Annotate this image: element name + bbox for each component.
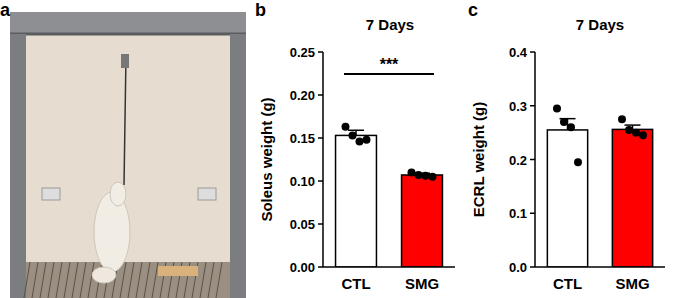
title: 7 Days [366,16,414,33]
panel-label: b [255,0,266,20]
y-tick-label: 0.0 [509,260,527,275]
x-tick-label: CTL [341,275,370,292]
marks [336,123,443,267]
data-point [422,172,430,180]
y-axis-label: ECRL weight (g) [470,102,487,218]
error-cap [348,130,364,132]
floor-grid [208,262,214,298]
y-tick-label: 0.4 [509,45,528,60]
cage-side [10,34,26,298]
y-tick-label: 0.05 [290,217,315,232]
x-tick-label: CTL [553,275,582,292]
cage-top [10,12,246,34]
rat-head [92,267,116,283]
y-tick-label: 0.25 [290,45,315,60]
data-point [618,115,626,123]
floor-grid [136,262,142,298]
significance-line [344,73,434,75]
bar [547,130,587,267]
floor-grid [128,262,134,298]
y-tick-label: 0.1 [509,206,527,221]
y-tick-label: 0.10 [290,174,315,189]
data-point [429,173,437,181]
cage-side [230,34,246,298]
floor-grid [200,262,206,298]
floor-grid [64,262,70,298]
y-axis [322,52,324,267]
data-point [639,131,647,139]
floor-grid [40,262,46,298]
cage-bar [10,33,246,36]
data-point [342,123,350,131]
data-point [567,123,575,131]
suspension-string [124,55,126,185]
rat-tail-base [110,182,126,206]
floor-grid [32,262,38,298]
data-point [625,126,633,134]
label-card [42,188,60,200]
data-point [408,168,416,176]
bar [336,135,377,267]
y-tick-label: 0.00 [290,260,315,275]
data-point [356,137,364,145]
data-point [560,118,568,126]
data-point [349,131,357,139]
error-cap [625,124,641,126]
y-axis-label: Soleus weight (g) [258,97,275,221]
cage-floor [26,262,230,298]
wood-block [158,266,198,276]
title: 7 Days [576,16,624,33]
x-axis [323,266,455,268]
hook [121,54,129,68]
floor-grid [144,262,150,298]
floor-grid [216,262,222,298]
floor-grid [152,262,158,298]
marks [547,104,652,267]
floor-grid [88,262,94,298]
x-tick-label: SMG [405,275,439,292]
x-tick-label: SMG [615,275,649,292]
chart: c 7 Days ECRL weight (g) 0.0 0.1 0.2 0.3 0.4 CTL… [468,0,665,292]
data-point [574,158,582,166]
y-tick-label: 0.20 [290,88,315,103]
label-card [198,188,216,200]
data-point [363,136,371,144]
floor-grid [24,262,30,298]
floor-grid [80,262,86,298]
panel-label: a [0,0,11,20]
bar [612,129,652,267]
panel-label: c [468,0,478,20]
data-point [553,104,561,112]
significance-label: *** [380,56,399,73]
photo-background [10,12,246,298]
photo-panel [10,12,246,298]
floor-grid [48,262,54,298]
data-point [415,171,423,179]
figure: a b 7 Days Soleus weight (g) 0.00 0.05 0.10 0.1… [0,0,685,298]
y-tick-label: 0.3 [509,99,527,114]
y-tick-label: 0.2 [509,153,527,168]
floor-grid [56,262,62,298]
chart: b 7 Days Soleus weight (g) 0.00 0.05 0.10 0.15… [255,0,455,292]
y-axis [534,52,536,267]
floor-grid [72,262,78,298]
rat-body [94,192,130,272]
data-point [632,129,640,137]
x-axis [535,266,665,268]
bar [402,175,443,267]
y-tick-label: 0.15 [290,131,315,146]
